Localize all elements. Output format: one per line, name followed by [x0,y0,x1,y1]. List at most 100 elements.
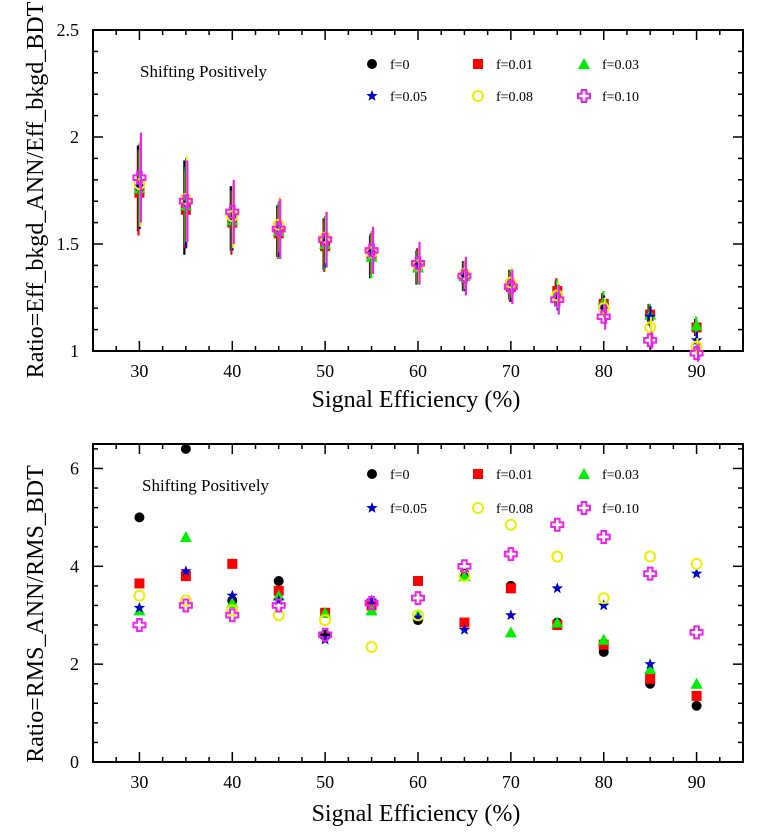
legend-label: f=0 [390,58,410,73]
series-f=0.01 [134,558,702,701]
data-point [273,575,284,586]
data-point [551,616,564,628]
data-point [225,204,240,219]
data-point [503,279,518,294]
legend-marker [578,58,590,69]
legend-marker [472,90,484,102]
data-point [227,558,238,569]
legend-label: f=0.01 [496,468,533,483]
data-point [412,611,424,623]
data-point [644,550,657,563]
x-tick-label: 50 [316,772,334,792]
data-point [180,443,191,454]
data-point [689,625,704,640]
data-point [597,633,610,645]
data-point [503,547,518,562]
legend-marker [577,89,591,103]
data-point [459,617,470,628]
x-tick-label: 30 [130,772,148,792]
x-tick-label: 30 [130,361,148,381]
data-point [504,518,517,531]
legend-marker [577,501,591,515]
data-point [458,570,471,583]
y-tick-label: 2 [70,127,79,147]
legend-marker [578,468,590,479]
series-f=0 [134,145,702,337]
x-tick-label: 40 [223,361,241,381]
data-point [132,618,147,633]
legend-marker [367,469,377,479]
series-f=0.01 [134,149,702,337]
annotation-text: Shifting Positively [140,62,268,81]
x-tick-label: 60 [409,361,427,381]
x-tick-label: 70 [502,361,520,381]
data-point [271,222,286,237]
x-tick-label: 90 [688,772,706,792]
data-point [178,194,193,209]
legend-label: f=0.10 [602,502,639,517]
data-point [411,256,425,271]
legend-label: f=0.08 [496,502,533,517]
legend-label: f=0.05 [390,502,427,517]
data-point [691,690,702,701]
data-point [645,673,656,684]
data-point [319,633,331,645]
data-point [690,340,703,353]
y-tick-label: 4 [70,556,79,576]
data-point [133,601,146,613]
y-tick-label: 6 [70,458,79,478]
x-tick-label: 70 [502,772,520,792]
data-point [365,641,378,654]
data-point [134,512,145,523]
data-point [180,571,191,582]
data-point [133,178,146,191]
y-tick-label: 1 [70,341,79,361]
data-point [504,276,517,289]
chart-efficiency-ratio: Ratio=Eff_bkgd_ANN/Eff_bkgd_BDT Signal E… [23,1,744,413]
data-point [550,517,565,532]
data-point [133,589,146,602]
data-point [411,591,425,606]
x-tick-label: 40 [223,772,241,792]
data-point [644,321,657,334]
legend: f=0 f=0.01 f=0.03 f=0.05 f=0.08 f=0.10 [366,58,639,105]
data-point [505,609,517,621]
x-tick-label: 60 [409,772,427,792]
legend-label: f=0.03 [602,468,639,483]
data-point [180,565,192,577]
y-tick-label: 2.5 [57,20,80,40]
data-point [412,609,424,622]
data-point [690,319,703,331]
data-point [505,583,516,594]
legend-label: f=0.05 [390,90,427,105]
data-point [597,302,610,315]
data-point [458,623,471,635]
legend-marker [473,59,483,69]
y-tick-label: 2 [70,654,79,674]
data-point [643,566,658,581]
data-point [457,559,472,574]
x-tick-label: 80 [595,361,613,381]
data-point [226,210,239,223]
data-point [318,232,333,247]
legend-label: f=0.08 [496,90,533,105]
data-point [550,292,565,307]
data-point [551,550,564,563]
data-point [318,627,333,642]
data-point [690,677,703,689]
legend-marker [366,90,378,101]
legend-label: f=0.03 [602,58,639,73]
legend-marker [366,502,378,513]
y-axis-title: Ratio=Eff_bkgd_ANN/Eff_bkgd_BDT [23,1,49,378]
x-axis-title: Signal Efficiency (%) [312,801,521,827]
annotation-text: Shifting Positively [142,476,270,495]
data-point [319,614,332,627]
legend: f=0 f=0.01 f=0.03 f=0.05 f=0.08 f=0.10 [366,468,639,517]
data-point [179,530,192,542]
series-f=0.08 [133,141,703,356]
series-f=0.08 [133,518,703,654]
series-f=0.05 [133,143,703,349]
legend-label: f=0.01 [496,58,533,73]
data-point [596,529,611,544]
